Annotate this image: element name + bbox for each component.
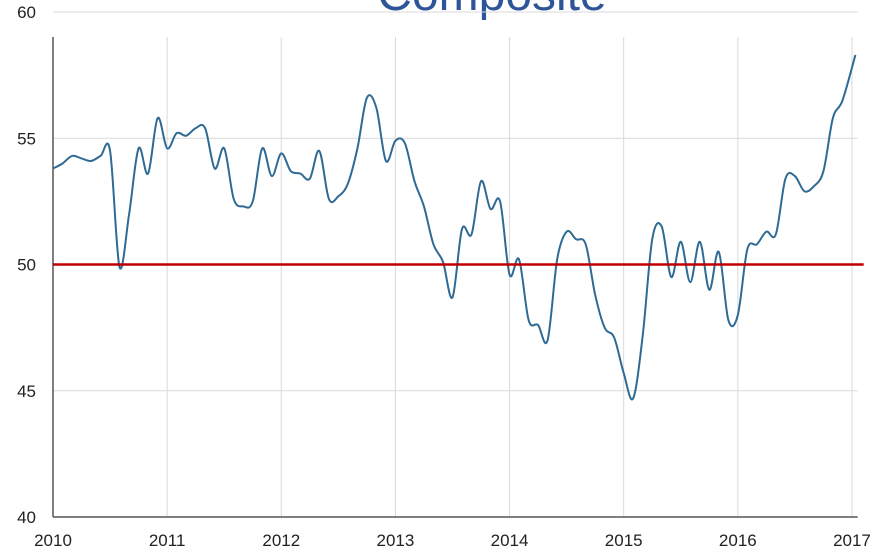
x-tick-label: 2016 [719,531,757,550]
y-tick-label: 45 [17,382,36,401]
y-tick-label: 60 [17,3,36,22]
x-tick-label: 2017 [833,531,871,550]
x-tick-label: 2015 [605,531,643,550]
chart-title: Composite [377,0,606,21]
y-tick-label: 55 [17,129,36,148]
data-line [52,54,857,401]
x-tick-label: 2010 [34,531,72,550]
y-tick-label: 50 [17,256,36,275]
x-tick-label: 2011 [149,531,186,550]
x-tick-label: 2013 [377,531,415,550]
x-tick-label: 2014 [491,531,529,550]
y-tick-label: 40 [17,508,36,527]
x-tick-label: 2012 [262,531,300,550]
